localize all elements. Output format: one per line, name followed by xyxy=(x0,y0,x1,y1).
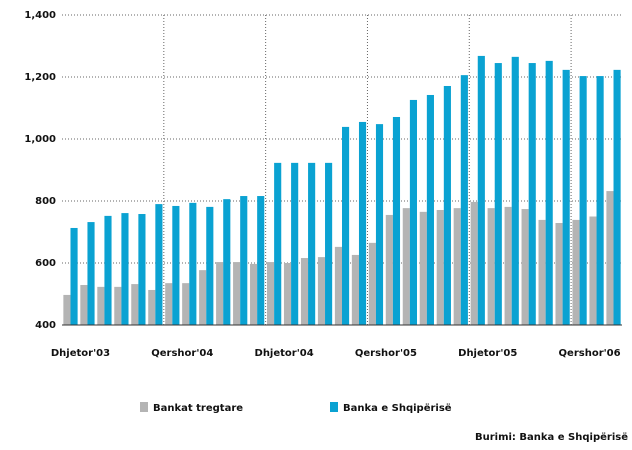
bar xyxy=(606,191,614,325)
bar xyxy=(165,283,173,325)
bar xyxy=(528,63,536,326)
bar xyxy=(223,199,231,325)
bar xyxy=(402,208,410,325)
bar xyxy=(121,213,129,325)
y-tick-label: 400 xyxy=(35,320,56,331)
bar xyxy=(257,196,265,325)
bar xyxy=(358,121,367,325)
bar xyxy=(216,262,224,325)
bar xyxy=(155,204,163,325)
legend-swatch xyxy=(330,402,338,412)
bar xyxy=(80,285,88,325)
bar xyxy=(233,262,241,325)
bar xyxy=(182,283,190,325)
bar xyxy=(308,162,316,325)
bar xyxy=(300,258,309,325)
bar xyxy=(504,206,512,325)
bar xyxy=(334,246,342,325)
bar xyxy=(477,55,485,326)
bar xyxy=(589,216,597,325)
bar xyxy=(470,201,478,325)
bar xyxy=(131,284,139,325)
bar xyxy=(250,263,258,325)
y-tick-label: 1,400 xyxy=(24,10,56,21)
bar xyxy=(460,75,468,325)
bar xyxy=(521,209,529,325)
bar xyxy=(375,124,384,326)
bar xyxy=(317,257,326,325)
legend-swatch xyxy=(140,402,148,412)
bar xyxy=(70,227,78,325)
bar xyxy=(189,202,197,325)
bar xyxy=(487,208,495,325)
bar xyxy=(562,69,570,326)
bar xyxy=(511,56,519,325)
bar xyxy=(555,223,563,325)
bar xyxy=(572,219,580,325)
bar xyxy=(266,262,275,325)
bar xyxy=(392,116,401,326)
bar xyxy=(409,99,418,325)
bar xyxy=(538,219,546,325)
x-tick-label: Qershor'05 xyxy=(355,348,417,359)
bar xyxy=(613,69,621,326)
bar xyxy=(579,76,587,325)
bar xyxy=(368,242,376,325)
bar xyxy=(97,286,105,325)
bar xyxy=(419,211,427,325)
bar xyxy=(436,209,444,325)
y-tick-label: 1,200 xyxy=(24,72,56,83)
x-tick-label: Dhjetor'05 xyxy=(458,348,517,359)
bar xyxy=(63,294,71,325)
bar xyxy=(172,205,180,325)
bar xyxy=(545,60,553,325)
bar xyxy=(385,214,393,325)
bar xyxy=(453,208,461,325)
x-tick-label: Dhjetor'03 xyxy=(51,348,110,359)
x-tick-label: Qershor'04 xyxy=(151,348,213,359)
x-tick-label: Qershor'06 xyxy=(559,348,621,359)
bar xyxy=(148,289,156,325)
bar xyxy=(494,63,502,326)
bar xyxy=(351,254,359,325)
bar xyxy=(342,126,350,325)
x-tick-label: Dhjetor'04 xyxy=(255,348,314,359)
bar xyxy=(283,263,292,325)
bar xyxy=(240,196,248,325)
bar xyxy=(199,270,207,325)
bar xyxy=(325,162,333,325)
bar xyxy=(291,162,299,325)
y-tick-label: 800 xyxy=(35,196,56,207)
bar xyxy=(114,286,122,325)
bar xyxy=(274,162,282,325)
y-tick-label: 600 xyxy=(35,258,56,269)
legend-label: Bankat tregtare xyxy=(153,403,243,414)
bar xyxy=(87,222,95,325)
bar xyxy=(596,76,604,325)
bar xyxy=(206,206,214,325)
source-note: Burimi: Banka e Shqipërisë xyxy=(475,432,628,443)
bar xyxy=(426,94,434,325)
legend-label: Banka e Shqipërisë xyxy=(343,403,452,414)
bar xyxy=(138,214,146,325)
y-tick-label: 1,000 xyxy=(24,134,56,145)
bar xyxy=(443,85,451,326)
bar xyxy=(104,215,112,325)
